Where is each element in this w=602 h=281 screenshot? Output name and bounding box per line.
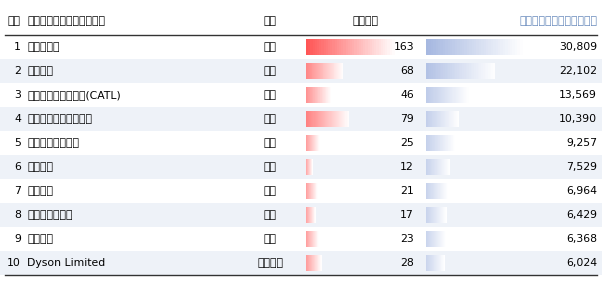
Text: 中国: 中国 xyxy=(264,210,276,220)
Text: 鄭州大学: 鄭州大学 xyxy=(27,162,53,172)
Text: 中南大学: 中南大学 xyxy=(27,66,53,76)
Text: 出願件数: 出願件数 xyxy=(352,16,378,26)
Text: 中国科学院: 中国科学院 xyxy=(27,42,60,52)
Text: 鄭州軽工業大学: 鄭州軽工業大学 xyxy=(27,210,72,220)
Text: 中国: 中国 xyxy=(264,138,276,148)
Text: 浙江大学: 浙江大学 xyxy=(27,234,53,244)
Text: 中国: 中国 xyxy=(264,186,276,196)
Text: 順位: 順位 xyxy=(7,16,20,26)
Text: 中国: 中国 xyxy=(264,42,276,52)
Text: 163: 163 xyxy=(393,42,414,52)
Text: 46: 46 xyxy=(400,90,414,100)
Text: 25: 25 xyxy=(400,138,414,148)
Text: 中国: 中国 xyxy=(264,66,276,76)
Text: 6,429: 6,429 xyxy=(566,210,597,220)
Text: 6,964: 6,964 xyxy=(566,186,597,196)
Text: 8: 8 xyxy=(14,210,21,220)
Text: 10,390: 10,390 xyxy=(559,114,597,124)
Text: 30,809: 30,809 xyxy=(559,42,597,52)
Text: 山東大学: 山東大学 xyxy=(27,186,53,196)
Text: 4: 4 xyxy=(14,114,21,124)
Text: 7: 7 xyxy=(14,186,21,196)
Text: 中国: 中国 xyxy=(264,234,276,244)
Text: 3: 3 xyxy=(14,90,21,100)
Text: 国名: 国名 xyxy=(264,16,276,26)
Text: 6,024: 6,024 xyxy=(566,258,597,268)
Text: 9,257: 9,257 xyxy=(566,138,597,148)
Text: Dyson Limited: Dyson Limited xyxy=(27,258,105,268)
Text: 6: 6 xyxy=(14,162,21,172)
Text: 9: 9 xyxy=(14,234,21,244)
Text: 13,569: 13,569 xyxy=(559,90,597,100)
Text: 79: 79 xyxy=(400,114,414,124)
Text: イギリス: イギリス xyxy=(257,258,283,268)
Text: ハルビン工業大学: ハルビン工業大学 xyxy=(27,138,79,148)
Text: 12: 12 xyxy=(400,162,414,172)
Text: トータルパテントアセット: トータルパテントアセット xyxy=(519,16,597,26)
Text: 28: 28 xyxy=(400,258,414,268)
Text: 日本: 日本 xyxy=(264,114,276,124)
Text: 中国: 中国 xyxy=(264,90,276,100)
Text: 22,102: 22,102 xyxy=(559,66,597,76)
Text: 2: 2 xyxy=(14,66,21,76)
Text: 企業名（研究機関も含む）: 企業名（研究機関も含む） xyxy=(27,16,105,26)
Text: 17: 17 xyxy=(400,210,414,220)
Text: 7,529: 7,529 xyxy=(566,162,597,172)
Text: 1: 1 xyxy=(14,42,21,52)
Text: 5: 5 xyxy=(14,138,21,148)
Text: 10: 10 xyxy=(7,258,21,268)
Text: トヨタ自動車株式会社: トヨタ自動車株式会社 xyxy=(27,114,92,124)
Text: 中国: 中国 xyxy=(264,162,276,172)
Text: 6,368: 6,368 xyxy=(566,234,597,244)
Text: 21: 21 xyxy=(400,186,414,196)
Text: 68: 68 xyxy=(400,66,414,76)
Text: 寧徳時代新能源科技(CATL): 寧徳時代新能源科技(CATL) xyxy=(27,90,121,100)
Text: 23: 23 xyxy=(400,234,414,244)
